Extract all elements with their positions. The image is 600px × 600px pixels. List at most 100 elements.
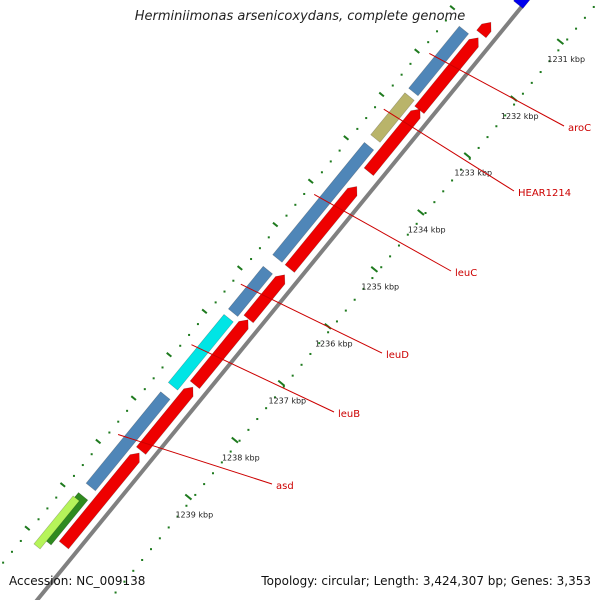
tick-dot [495,125,498,128]
tick-label: 1236 kbp [315,339,353,348]
tick-mark [463,152,472,159]
gene-asd [85,391,171,492]
tick-dot-track [114,5,595,594]
forward-gene [189,319,249,390]
tick-dot [442,190,445,193]
inner-dot [258,247,261,250]
inner-dot [436,30,439,33]
tick-label: 1231 kbp [547,55,585,64]
tick-dot [123,580,126,583]
inner-tick [449,5,456,11]
lime-gene [33,495,80,550]
tick-dot [318,342,321,345]
inner-dot [19,539,22,542]
tick-label: 1237 kbp [268,396,306,405]
inner-dot [214,301,217,304]
inner-tick [166,352,173,358]
inner-tick [130,395,137,401]
gene-leub [167,313,234,391]
tick-dot [247,428,250,431]
inner-dot [444,19,447,22]
tick-dot [229,450,232,453]
tick-dot [203,483,206,486]
inner-dot [294,203,297,206]
inner-tick [414,48,420,54]
inner-tick [343,135,350,141]
inner-tick [201,308,208,315]
backbone-arc [34,0,530,600]
tick-dot [362,287,365,290]
inner-tick [236,265,243,271]
inner-tick [272,221,279,228]
tick-label-layer: 1231 kbp 1232 kbp 1233 kbp 1234 kbp 1235 kbp… [175,55,585,519]
tick-dot [185,504,188,507]
inner-dot [90,453,93,456]
gene-label: leuC [455,268,477,279]
feature-block-top [513,0,531,9]
tick-dot [291,374,294,377]
tick-mark [231,436,239,444]
gene-label-layer: aroC HEAR1214 leuC leuD leuB asd [276,123,591,492]
inner-dot [152,377,155,380]
inner-dot [356,127,359,130]
inner-dot [188,333,191,336]
inner-tick [307,178,314,184]
tick-dot [132,569,135,572]
tick-dot [344,309,347,312]
inner-dot [196,323,199,326]
forward-gene [135,386,194,455]
tick-dot [433,201,436,204]
inner-dot [400,73,403,76]
inner-dot [37,518,40,521]
gene-label-leaders [117,52,565,485]
label-leader [240,283,383,354]
tick-dot [575,27,578,30]
inner-dot [179,344,182,347]
label-leader [429,52,565,127]
tick-label: 1232 kbp [501,112,539,121]
gene-label: leuD [386,350,409,361]
tick-dot [477,146,480,149]
inner-dot-track [2,5,456,564]
inner-dot [55,496,58,499]
tick-dot [371,277,374,280]
tick-dot [513,103,516,106]
tick-mark [370,266,379,273]
reverse-gene-arocd [408,25,470,97]
inner-dot [10,550,13,553]
inner-dot [250,258,253,261]
label-leader [117,434,273,485]
tick-dot [451,179,454,182]
inner-dot [303,192,306,195]
tick-dot [211,472,214,475]
inner-dot [81,464,84,467]
label-leader [191,344,335,413]
gene-leuc [272,141,375,263]
tick-dot [327,331,330,334]
forward-gene [363,108,421,177]
tick-dot [335,320,338,323]
tick-dot [557,49,560,52]
gene-leud [227,265,273,317]
inner-tick [95,438,102,445]
accession-text: Accession: NC_009138 [9,574,146,588]
inner-dot [161,366,164,369]
tick-dot [389,255,392,258]
inner-dot [427,41,430,44]
inner-dot [267,236,270,239]
tick-dot [300,363,303,366]
inner-dot [409,62,412,65]
tick-dot [167,526,170,529]
tick-label: 1235 kbp [361,283,399,292]
inner-dot [285,214,288,217]
tick-label: 1239 kbp [175,510,213,519]
topology-text: Topology: circular; Length: 3,424,307 bp… [261,574,591,588]
tick-dot [273,396,276,399]
inner-dot [108,431,111,434]
tick-dot [424,211,427,214]
tick-dot [521,92,524,95]
backbone-line [34,0,530,600]
tick-dot [539,71,542,74]
gene-label: asd [276,481,294,492]
